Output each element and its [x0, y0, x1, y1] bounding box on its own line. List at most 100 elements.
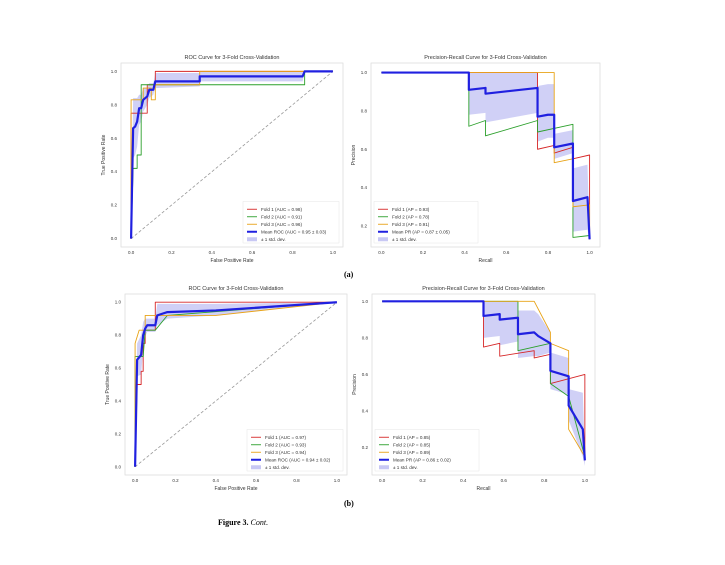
y-tick-label: 0.2	[115, 431, 122, 436]
mean-curve	[382, 300, 586, 461]
x-tick-label: 0.0	[379, 478, 386, 483]
x-axis-label: False Positive Rate	[210, 258, 253, 264]
x-tick-label: 0.0	[128, 250, 135, 255]
mean-curve	[381, 71, 591, 240]
x-tick-label: 0.8	[293, 478, 300, 483]
legend-entry: Fold 3 (AUC = 0.94)	[265, 450, 306, 455]
legend-entry: Fold 2 (AP = 0.78)	[392, 214, 430, 219]
x-tick-label: 0.2	[420, 478, 427, 483]
y-axis-label: Precision	[352, 374, 358, 395]
panel-label-b: (b)	[344, 499, 354, 508]
chart-title: Precision-Recall Curve for 3-Fold Cross-…	[424, 55, 546, 61]
y-tick-label: 0.4	[111, 169, 118, 174]
legend-frame	[246, 429, 344, 472]
legend-entry: Mean ROC (AUC = 0.94 ± 0.02)	[265, 457, 331, 462]
y-tick-label: 0.2	[111, 203, 118, 208]
x-tick-label: 0.4	[209, 250, 216, 255]
x-tick-label: 0.8	[541, 478, 548, 483]
panel-label-a: (a)	[344, 270, 354, 279]
legend-frame	[242, 201, 340, 244]
x-tick-label: 0.8	[289, 250, 296, 255]
legend-entry: Mean PR (AP = 0.87 ± 0.05)	[392, 229, 450, 234]
y-tick-label: 0.2	[361, 223, 368, 228]
legend-entry: Mean PR (AP = 0.86 ± 0.02)	[393, 457, 451, 462]
fold-curve-3	[134, 301, 337, 467]
legend-entry: Fold 1 (AP = 0.93)	[392, 207, 430, 212]
y-tick-label: 0.4	[115, 398, 122, 403]
y-tick-label: 0.6	[111, 136, 118, 141]
x-tick-label: 0.0	[378, 250, 385, 255]
legend-swatch	[378, 237, 388, 242]
x-tick-label: 1.0	[334, 478, 341, 483]
legend-swatch	[379, 465, 389, 470]
std-dev-band	[381, 72, 590, 240]
y-tick-label: 0.6	[361, 147, 368, 152]
y-tick-label: 1.0	[362, 299, 369, 304]
y-axis-label: True Positive Rate	[101, 134, 107, 175]
x-tick-label: 0.0	[132, 478, 139, 483]
legend-entry: Fold 2 (AUC = 0.91)	[261, 214, 302, 219]
y-axis-label: True Positive Rate	[105, 364, 111, 405]
y-axis-label: Precision	[351, 145, 357, 166]
x-tick-label: 0.4	[460, 478, 467, 483]
legend-entry: ± 1 std. dev.	[393, 465, 418, 470]
y-tick-label: 0.6	[362, 372, 369, 377]
caption-label: Figure 3.	[218, 518, 249, 527]
x-tick-label: 0.4	[462, 250, 469, 255]
y-tick-label: 0.4	[362, 409, 369, 414]
std-dev-band	[382, 301, 585, 466]
x-tick-label: 0.6	[253, 478, 260, 483]
chart-2: Precision-Recall Curve for 3-Fold Cross-…	[351, 55, 601, 264]
figure-caption: Figure 3. Cont.	[218, 518, 268, 527]
caption-text: Cont.	[250, 518, 269, 527]
x-tick-label: 1.0	[330, 250, 337, 255]
y-tick-label: 0.0	[111, 236, 118, 241]
y-tick-label: 1.0	[361, 70, 368, 75]
mean-curve	[129, 70, 333, 239]
x-axis-label: False Positive Rate	[214, 486, 257, 492]
x-tick-label: 1.0	[586, 250, 593, 255]
legend: Fold 1 (AUC = 0.97) Fold 2 (AUC = 0.93) Fo…	[246, 429, 344, 472]
chance-line	[130, 71, 334, 239]
y-tick-label: 0.8	[361, 108, 368, 113]
y-tick-label: 0.6	[115, 366, 122, 371]
y-tick-label: 1.0	[115, 300, 122, 305]
x-tick-label: 1.0	[582, 478, 589, 483]
legend: Fold 1 (AUC = 0.98) Fold 2 (AUC = 0.91) Fo…	[242, 201, 340, 244]
chart-title: ROC Curve for 3-Fold Cross-Validation	[189, 286, 284, 292]
y-tick-label: 0.8	[111, 102, 118, 107]
legend-frame	[373, 201, 479, 244]
legend-swatch	[251, 465, 261, 470]
x-axis-label: Recall	[479, 258, 493, 264]
x-tick-label: 0.2	[168, 250, 175, 255]
chance-line	[134, 301, 338, 468]
chart-title: ROC Curve for 3-Fold Cross-Validation	[185, 55, 280, 61]
legend-entry: Fold 2 (AUC = 0.93)	[265, 442, 306, 447]
x-tick-label: 0.2	[172, 478, 179, 483]
chart-4: Precision-Recall Curve for 3-Fold Cross-…	[352, 286, 596, 492]
legend-entry: Mean ROC (AUC = 0.95 ± 0.03)	[261, 229, 327, 234]
x-tick-label: 0.6	[501, 478, 508, 483]
x-axis-label: Recall	[477, 486, 491, 492]
chart-1: ROC Curve for 3-Fold Cross-Validation Fal…	[101, 55, 344, 264]
x-tick-label: 0.4	[213, 478, 220, 483]
legend-frame	[374, 429, 480, 472]
legend-entry: Fold 1 (AUC = 0.98)	[261, 207, 302, 212]
fold-curve-2	[130, 70, 333, 239]
chart-3: ROC Curve for 3-Fold Cross-Validation Fal…	[105, 286, 348, 492]
legend-entry: Fold 2 (AP = 0.85)	[393, 442, 431, 447]
legend-swatch	[247, 237, 257, 242]
chart-title: Precision-Recall Curve for 3-Fold Cross-…	[422, 286, 544, 292]
y-tick-label: 0.4	[361, 185, 368, 190]
mean-curve	[133, 301, 337, 467]
legend: Fold 1 (AP = 0.85) Fold 2 (AP = 0.85) Fold…	[374, 429, 480, 472]
legend-entry: Fold 1 (AP = 0.85)	[393, 435, 431, 440]
legend-entry: Fold 3 (AP = 0.91)	[392, 222, 430, 227]
y-tick-label: 0.8	[362, 335, 369, 340]
x-tick-label: 0.8	[545, 250, 552, 255]
fold-curve-1	[382, 300, 586, 461]
y-tick-label: 0.8	[115, 333, 122, 338]
x-tick-label: 0.2	[420, 250, 427, 255]
y-tick-label: 0.0	[115, 464, 122, 469]
